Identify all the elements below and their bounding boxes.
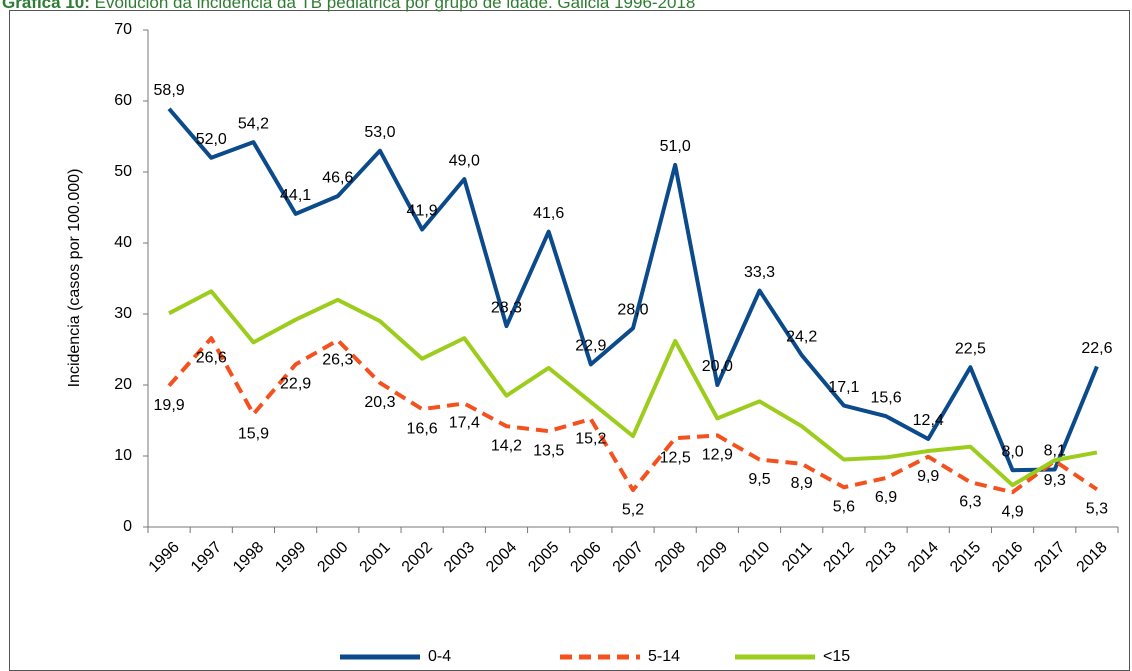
x-tick-label: 2003 — [441, 539, 478, 576]
x-tick-label: 2009 — [694, 539, 731, 576]
data-label: 5,6 — [833, 498, 855, 515]
y-tick-label: 50 — [114, 163, 132, 180]
x-tick-label: 2011 — [779, 539, 815, 575]
y-tick-label: 60 — [114, 92, 132, 109]
x-tick-label: 2012 — [820, 539, 857, 576]
data-label: 4,9 — [1001, 503, 1023, 520]
data-label: 26,6 — [196, 349, 227, 366]
x-tick-label: 2006 — [567, 539, 604, 576]
data-label: 54,2 — [238, 115, 269, 132]
x-tick-label: 2005 — [525, 539, 562, 576]
series-line — [167, 336, 1099, 495]
x-tick-label: 2008 — [652, 539, 689, 576]
data-label: 51,0 — [660, 138, 691, 155]
y-tick-label: 0 — [123, 518, 132, 535]
series-line — [167, 107, 1099, 473]
x-tick-label: 1997 — [188, 539, 225, 576]
data-label: 17,1 — [828, 379, 859, 396]
data-label: 20,0 — [702, 358, 733, 375]
data-label: 58,9 — [154, 82, 185, 99]
legend-label: 5-14 — [648, 648, 680, 665]
x-tick-label: 2004 — [483, 539, 520, 576]
data-label: 6,9 — [875, 489, 897, 506]
data-label: 15,6 — [870, 389, 901, 406]
legend-label: <15 — [823, 648, 850, 665]
title-prefix: Gráfica 10: — [2, 0, 90, 12]
x-tick-label: 1996 — [146, 539, 183, 576]
title-text: Evolución da incidencia da TB pediátrica… — [95, 0, 696, 12]
data-label: 13,5 — [533, 442, 564, 459]
x-tick-label: 2002 — [399, 539, 436, 576]
chart-title: Gráfica 10: Evolución da incidencia da T… — [2, 0, 695, 12]
data-label: 46,6 — [322, 169, 353, 186]
data-label: 12,5 — [660, 449, 691, 466]
x-tick-label: 1998 — [230, 539, 267, 576]
data-label: 41,9 — [407, 203, 438, 220]
data-label: 5,2 — [622, 501, 644, 518]
y-tick-label: 40 — [114, 234, 132, 251]
data-label: 44,1 — [280, 187, 311, 204]
x-tick-label: 2001 — [357, 539, 394, 576]
x-tick-label: 2010 — [736, 539, 773, 576]
data-label: 12,4 — [913, 412, 944, 429]
data-label: 52,0 — [196, 131, 227, 148]
data-label: 33,3 — [744, 264, 775, 281]
data-label: 12,9 — [702, 447, 733, 464]
data-label: 49,0 — [449, 152, 480, 169]
data-label: 22,5 — [955, 340, 986, 357]
data-label: 20,3 — [364, 394, 395, 411]
data-label: 5,3 — [1086, 501, 1108, 518]
y-tick-label: 30 — [114, 305, 132, 322]
data-label: 15,2 — [575, 430, 606, 447]
data-label: 26,3 — [322, 351, 353, 368]
x-tick-label: 1999 — [272, 539, 309, 576]
data-label: 9,3 — [1044, 472, 1066, 489]
x-tick-label: 2014 — [905, 539, 942, 576]
data-label: 22,6 — [1081, 340, 1112, 357]
data-label: 24,2 — [786, 328, 817, 345]
data-label: 8,0 — [1001, 443, 1023, 460]
data-label: 22,9 — [280, 376, 311, 393]
x-tick-label: 2018 — [1074, 539, 1111, 576]
y-tick-label: 20 — [114, 376, 132, 393]
data-label: 16,6 — [407, 420, 438, 437]
data-label: 19,9 — [154, 397, 185, 414]
data-label: 28,0 — [617, 301, 648, 318]
legend-label: 0-4 — [428, 648, 451, 665]
data-label: 28,3 — [491, 299, 522, 316]
data-label: 9,5 — [748, 471, 770, 488]
data-label: 8,1 — [1044, 443, 1066, 460]
data-label: 14,2 — [491, 437, 522, 454]
x-tick-label: 2007 — [610, 539, 647, 576]
data-label: 53,0 — [364, 124, 395, 141]
x-tick-label: 2000 — [314, 539, 351, 576]
data-label: 9,9 — [917, 468, 939, 485]
data-label: 6,3 — [959, 493, 981, 510]
y-tick-label: 10 — [114, 447, 132, 464]
x-tick-label: 2013 — [863, 539, 900, 576]
data-label: 41,6 — [533, 205, 564, 222]
x-tick-label: 2015 — [947, 539, 984, 576]
data-label: 17,4 — [449, 415, 480, 432]
series-line — [168, 289, 1098, 488]
data-label: 8,9 — [791, 475, 813, 492]
data-label: 15,9 — [238, 425, 269, 442]
x-tick-label: 2016 — [989, 539, 1026, 576]
data-label: 22,9 — [575, 338, 606, 355]
x-tick-label: 2017 — [1031, 539, 1068, 576]
y-tick-label: 70 — [114, 21, 132, 38]
y-axis-title: Incidencia (casos por 100.000) — [66, 169, 83, 388]
